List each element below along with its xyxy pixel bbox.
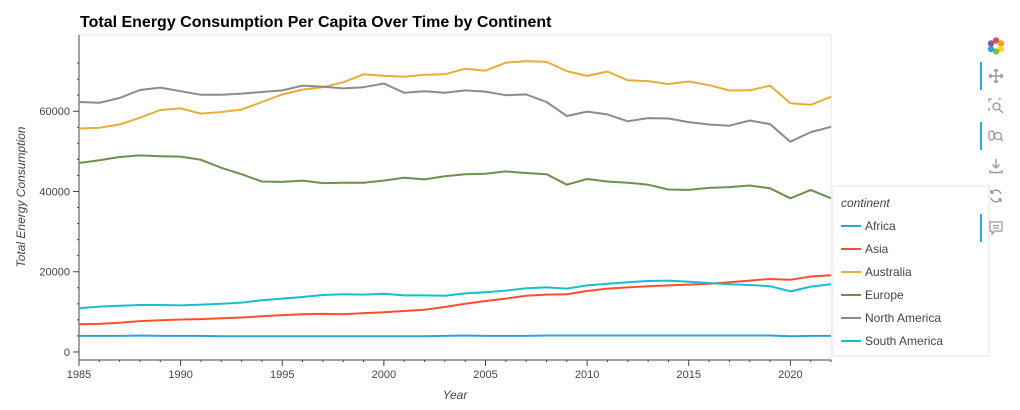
- legend-item-north-america[interactable]: North America: [841, 311, 941, 325]
- legend-label: Africa: [865, 219, 896, 233]
- legend-label: South America: [865, 334, 943, 348]
- legend-item-asia[interactable]: Asia: [841, 242, 889, 256]
- series-line-australia[interactable]: [78, 60, 832, 130]
- y-tick-label: 0: [64, 347, 70, 359]
- legend-item-africa[interactable]: Africa: [841, 219, 896, 233]
- x-axis-label: Year: [443, 388, 469, 402]
- y-axis: 0 20000 40000 60000: [39, 35, 80, 360]
- series-line-europe[interactable]: [78, 154, 832, 200]
- legend-item-south-america[interactable]: South America: [841, 334, 943, 348]
- box-zoom-tool-icon[interactable]: [978, 94, 1014, 118]
- x-tick-label: 2015: [676, 369, 700, 381]
- hover-tool-icon[interactable]: [978, 214, 1014, 242]
- x-tick-label: 1985: [67, 369, 91, 381]
- y-axis-label: Total Energy Consumption: [14, 126, 28, 267]
- legend-label: Europe: [865, 288, 904, 302]
- wheel-zoom-tool-icon[interactable]: [978, 122, 1014, 150]
- legend-item-europe[interactable]: Europe: [841, 288, 904, 302]
- x-tick-label: 2010: [575, 369, 599, 381]
- x-tick-label: 2005: [473, 369, 497, 381]
- legend-item-australia[interactable]: Australia: [841, 265, 912, 279]
- x-tick-label: 2000: [372, 369, 396, 381]
- series-line-north-america[interactable]: [78, 82, 832, 143]
- y-tick-label: 60000: [39, 106, 70, 118]
- legend-label: Asia: [865, 242, 889, 256]
- legend-label: Australia: [865, 265, 912, 279]
- y-tick-label: 20000: [39, 267, 70, 279]
- x-tick-label: 1990: [168, 369, 192, 381]
- legend: continent Africa Asia Australia Europe North…: [832, 185, 990, 357]
- y-tick-label: 40000: [39, 186, 70, 198]
- save-tool-icon[interactable]: [978, 154, 1014, 178]
- series-line-asia[interactable]: [78, 274, 832, 326]
- pan-tool-icon[interactable]: [978, 62, 1014, 90]
- legend-title: continent: [841, 196, 890, 210]
- x-tick-label: 1995: [270, 369, 294, 381]
- plot-frame: [78, 34, 832, 361]
- bokeh-logo-icon[interactable]: [978, 34, 1014, 58]
- plot-area[interactable]: [78, 34, 832, 361]
- series-line-south-america[interactable]: [78, 279, 832, 310]
- x-tick-label: 2020: [778, 369, 802, 381]
- legend-label: North America: [865, 311, 941, 325]
- chart-title: Total Energy Consumption Per Capita Over…: [80, 14, 552, 31]
- series-lines: [78, 60, 832, 338]
- series-line-africa[interactable]: [79, 334, 831, 338]
- plot-toolbar: [978, 30, 1014, 250]
- reset-tool-icon[interactable]: [978, 184, 1014, 208]
- x-axis: 1985 1990 1995 2000 2005 2010 2015 2020: [67, 359, 832, 381]
